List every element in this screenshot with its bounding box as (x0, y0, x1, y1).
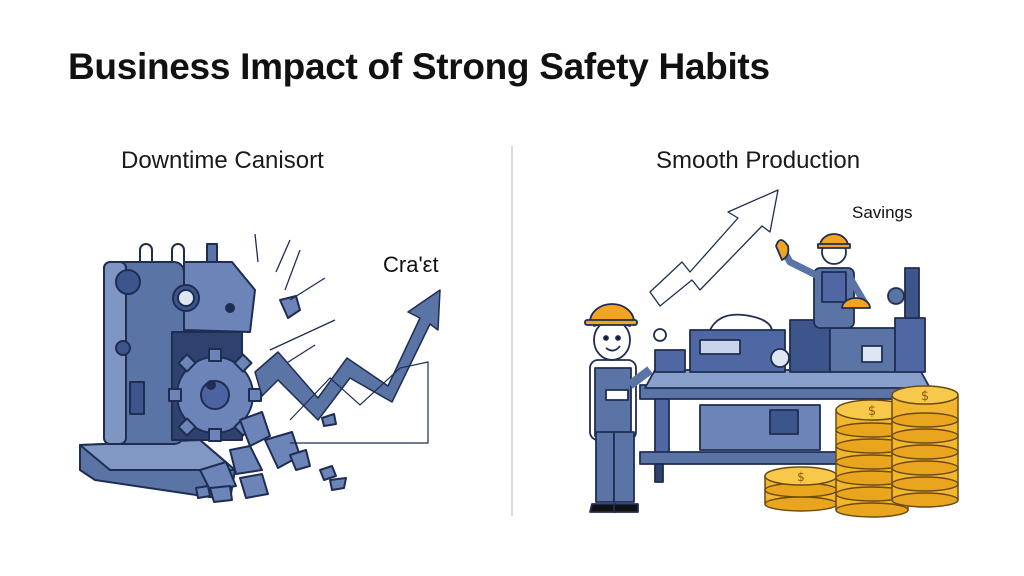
svg-text:$: $ (868, 404, 876, 419)
growth-arrow-outline (649, 189, 779, 307)
page-title: Business Impact of Strong Safety Habits (68, 46, 770, 87)
downtime-heading: Downtime Canisort (121, 147, 324, 174)
crash-annotation: Cra'εt (383, 252, 439, 277)
zigzag-growth-arrow (254, 289, 441, 421)
savings-annotation: Savings (852, 203, 913, 222)
smooth-production-heading: Smooth Production (656, 147, 861, 174)
coin-stacks: $ $ $ (764, 385, 959, 518)
svg-text:$: $ (797, 470, 805, 484)
worker-left (584, 303, 653, 513)
panel-divider (511, 146, 513, 516)
worker-right (775, 233, 871, 329)
svg-text:$: $ (921, 389, 929, 404)
